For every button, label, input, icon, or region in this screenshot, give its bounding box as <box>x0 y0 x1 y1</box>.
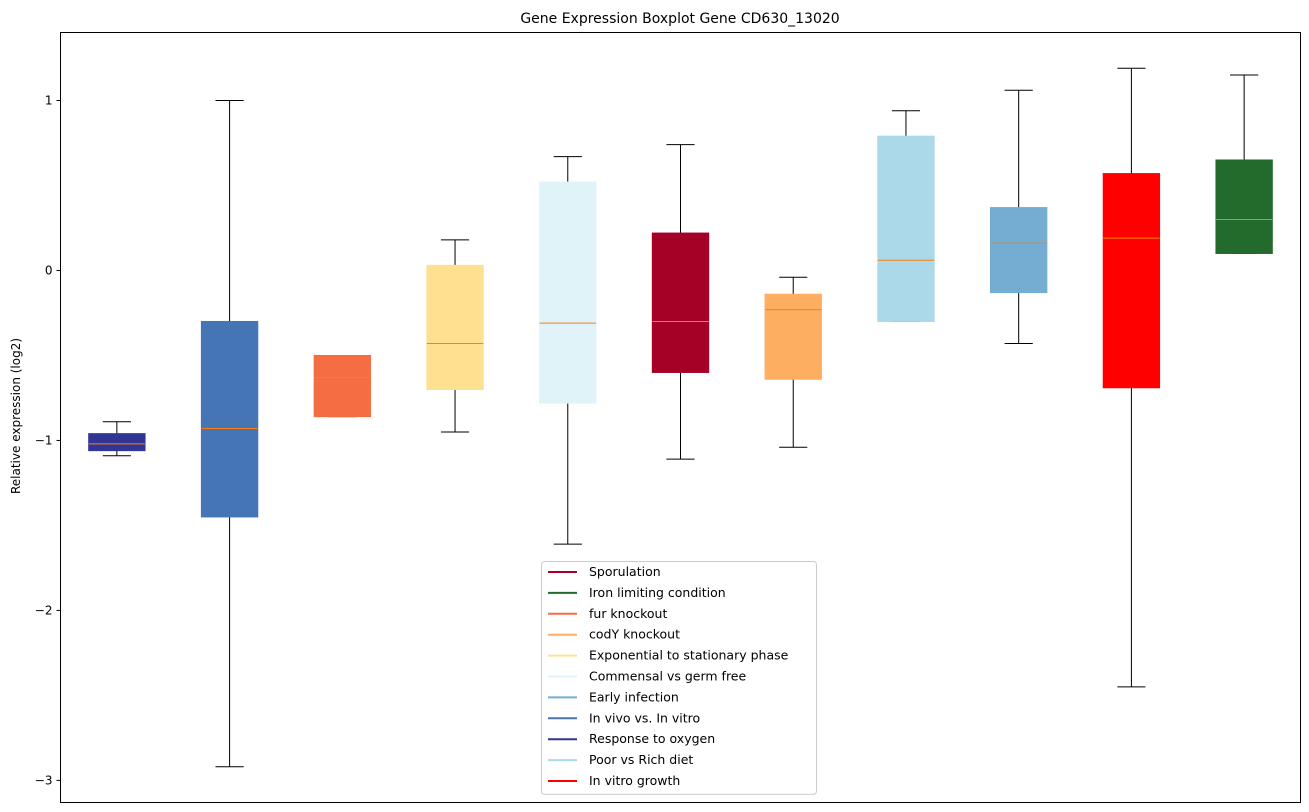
box-group <box>764 276 822 448</box>
y-axis: 1 0 −1 −2 −3 <box>35 93 61 787</box>
legend-label: Poor vs Rich diet <box>589 752 693 767</box>
chart-title: Gene Expression Boxplot Gene CD630_13020 <box>520 11 839 27</box>
box-iqr <box>313 354 371 418</box>
box-iqr <box>1215 159 1273 254</box>
box-iqr <box>88 433 146 452</box>
legend-item: In vitro growth <box>548 773 680 788</box>
box-group <box>877 110 935 322</box>
box-iqr <box>990 207 1048 294</box>
legend-item: codY knockout <box>548 627 680 642</box>
box-iqr <box>1102 173 1161 389</box>
legend-item: Poor vs Rich diet <box>548 752 693 767</box>
legend-label: Exponential to stationary phase <box>589 648 789 663</box>
legend-item: Early infection <box>548 689 679 704</box>
legend-item: fur knockout <box>548 606 667 621</box>
box-iqr <box>426 264 484 390</box>
legend-label: Iron limiting condition <box>589 585 726 600</box>
legend: Sporulation Iron limiting condition fur kn… <box>541 561 817 795</box>
legend-label: codY knockout <box>589 627 680 642</box>
box-iqr <box>877 135 935 322</box>
y-tick-label: 1 <box>45 93 53 107</box>
legend-label: Response to oxygen <box>589 731 715 746</box>
box-group <box>539 156 597 545</box>
box-iqr <box>200 320 259 518</box>
box-group <box>990 89 1048 345</box>
legend-label: In vivo vs. In vitro <box>589 710 700 725</box>
plot-frame <box>60 32 1301 803</box>
legend-label: fur knockout <box>589 606 667 621</box>
legend-item: Exponential to stationary phase <box>548 648 789 663</box>
legend-item: Iron limiting condition <box>548 585 726 600</box>
box-group <box>1215 74 1273 254</box>
y-tick-label: −3 <box>35 773 53 787</box>
y-tick-label: −1 <box>35 433 53 447</box>
legend-label: Early infection <box>589 689 679 704</box>
y-tick-label: 0 <box>45 263 53 277</box>
box-group <box>651 144 710 460</box>
box-iqr <box>764 293 822 380</box>
y-tick-label: −2 <box>35 603 53 617</box>
legend-item: In vivo vs. In vitro <box>548 710 700 725</box>
box-group <box>88 421 146 457</box>
legend-item: Commensal vs germ free <box>548 669 746 684</box>
box-iqr <box>651 232 710 373</box>
box-group <box>1102 67 1161 688</box>
box-group <box>313 354 371 418</box>
legend-label: Commensal vs germ free <box>589 669 746 684</box>
box-group <box>200 99 259 768</box>
legend-label: In vitro growth <box>589 773 680 788</box>
legend-frame <box>541 561 817 795</box>
legend-label: Sporulation <box>589 564 661 579</box>
legend-item: Sporulation <box>548 564 661 579</box>
box-iqr <box>539 181 597 404</box>
box-group <box>426 239 484 433</box>
y-axis-label: Relative expression (log2) <box>9 338 23 494</box>
boxes-layer <box>88 67 1273 768</box>
legend-item: Response to oxygen <box>548 731 715 746</box>
